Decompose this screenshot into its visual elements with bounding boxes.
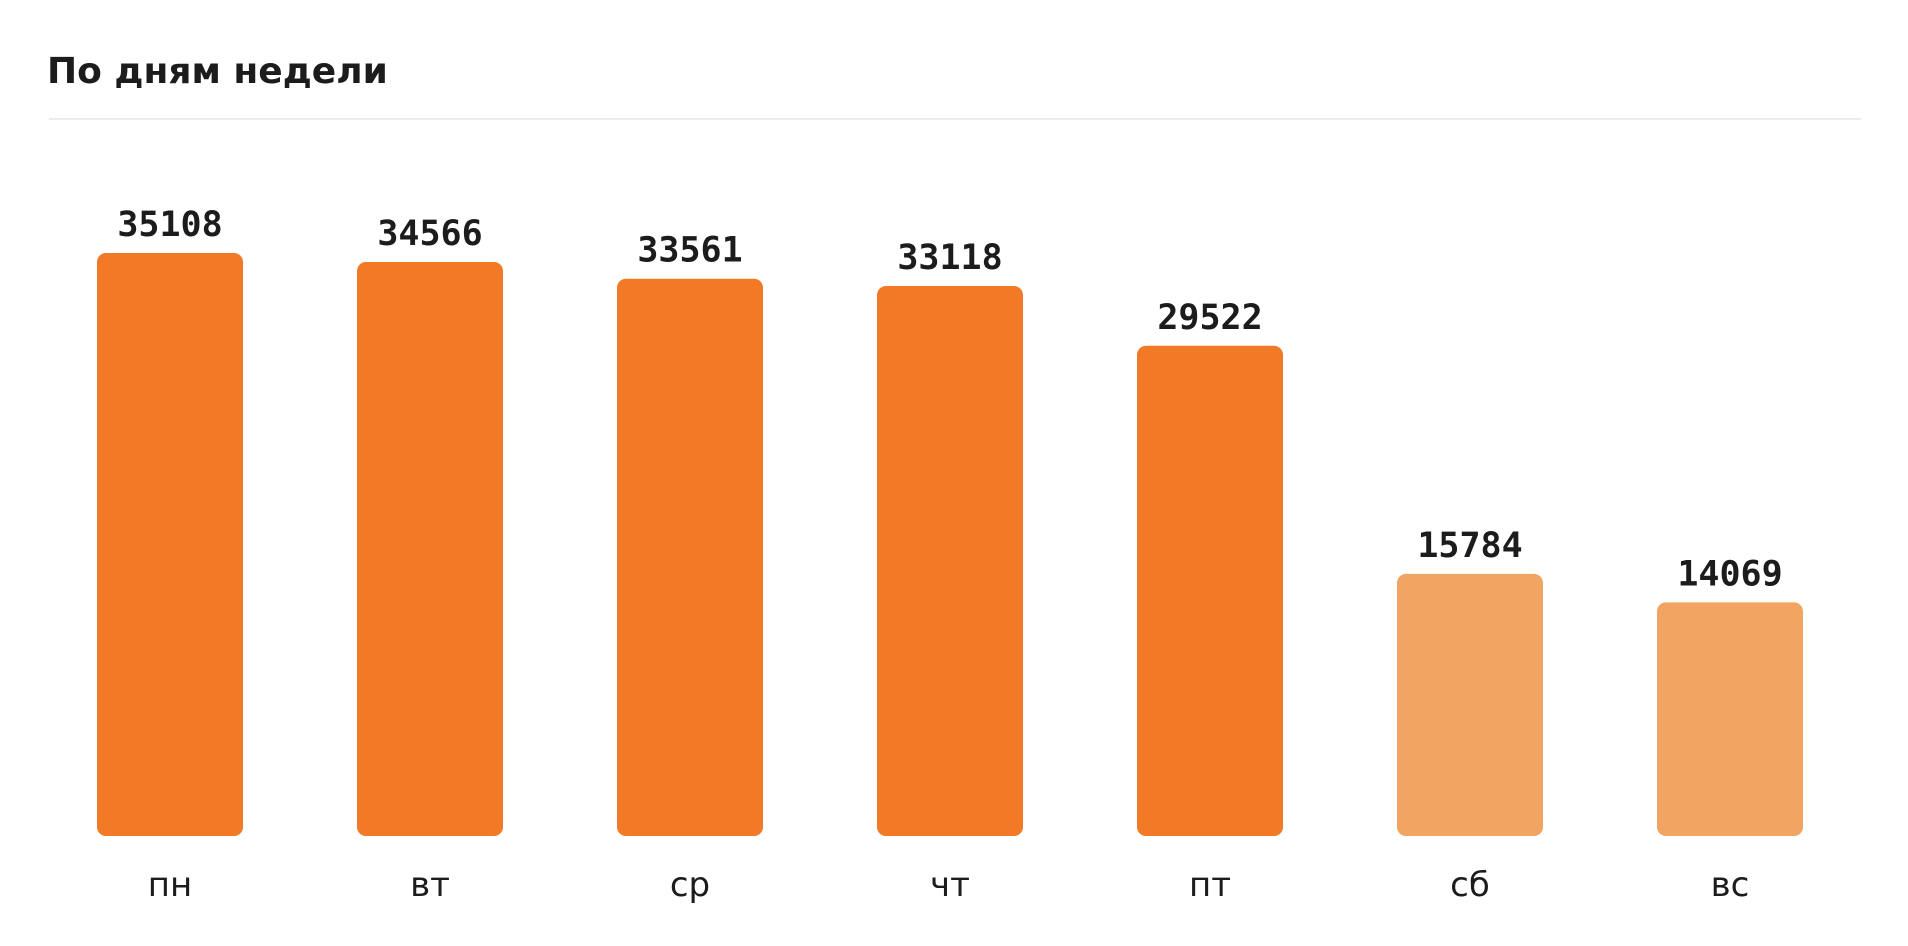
value-label-3: 33118 [897, 238, 1002, 278]
category-label-3: чт [930, 865, 970, 905]
value-label-1: 34566 [377, 214, 482, 254]
bar-4 [1137, 345, 1283, 836]
value-label-6: 14069 [1677, 554, 1782, 594]
bar-6 [1657, 602, 1803, 836]
bar-5 [1397, 573, 1543, 836]
bar-3 [877, 286, 1023, 836]
bar-2 [617, 278, 763, 836]
category-label-5: сб [1450, 865, 1490, 905]
category-label-0: пн [148, 865, 192, 905]
category-label-6: вс [1711, 865, 1750, 905]
value-label-5: 15784 [1417, 526, 1522, 566]
category-label-2: ср [670, 865, 710, 905]
bar-1 [357, 262, 503, 837]
value-label-0: 35108 [117, 205, 222, 245]
chart-title: По дням недели [47, 51, 388, 92]
bar-0 [97, 253, 243, 836]
category-label-4: пт [1189, 865, 1231, 905]
value-label-4: 29522 [1157, 298, 1262, 338]
value-label-2: 33561 [637, 231, 742, 271]
category-label-1: вт [410, 865, 450, 905]
title-divider [49, 118, 1861, 120]
